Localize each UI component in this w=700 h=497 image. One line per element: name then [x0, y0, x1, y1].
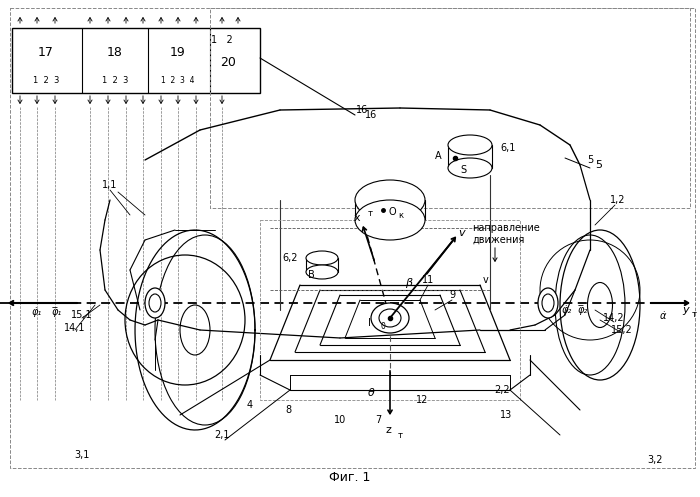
Text: y: y: [682, 305, 689, 315]
Text: v: v: [458, 228, 465, 238]
Text: I: I: [368, 318, 371, 328]
Text: φ̅₂: φ̅₂: [578, 305, 588, 315]
Bar: [210, 8, 690, 208]
Text: 10: 10: [334, 415, 346, 425]
Text: φ̇₂: φ̇₂: [562, 305, 573, 315]
Text: φ̅₁: φ̅₁: [52, 307, 62, 317]
Text: 20: 20: [220, 56, 236, 69]
Text: 3,2: 3,2: [648, 455, 663, 465]
Text: β: β: [405, 278, 412, 288]
Text: 8: 8: [285, 405, 291, 415]
Text: 18: 18: [107, 46, 123, 59]
Text: 1,2: 1,2: [610, 195, 626, 205]
Ellipse shape: [145, 288, 165, 318]
Text: 16: 16: [356, 105, 368, 115]
Text: v: v: [483, 275, 489, 285]
Ellipse shape: [379, 309, 401, 327]
Text: Фиг. 1: Фиг. 1: [329, 471, 371, 484]
Text: 19: 19: [170, 46, 186, 59]
Ellipse shape: [306, 251, 338, 265]
Text: 1  2  3: 1 2 3: [33, 76, 60, 84]
Text: 2,2: 2,2: [494, 385, 510, 395]
Text: 14,1: 14,1: [64, 323, 86, 333]
Text: 1  2  3: 1 2 3: [102, 76, 128, 84]
Text: к: к: [398, 211, 403, 220]
Ellipse shape: [448, 135, 492, 155]
Text: т: т: [398, 430, 403, 439]
Text: 11: 11: [422, 275, 434, 285]
Text: B: B: [308, 270, 315, 280]
Text: 15,1: 15,1: [71, 310, 93, 320]
Text: 7: 7: [375, 415, 381, 425]
Text: S: S: [460, 165, 466, 175]
Text: θ̇: θ̇: [368, 388, 374, 398]
Text: 17: 17: [38, 46, 54, 59]
Text: 4: 4: [247, 400, 253, 410]
Text: т: т: [692, 310, 697, 319]
Text: 9: 9: [449, 290, 455, 300]
Ellipse shape: [371, 303, 409, 333]
Ellipse shape: [149, 294, 161, 312]
Text: движения: движения: [472, 235, 524, 245]
Text: направление: направление: [472, 223, 540, 233]
Bar: [260, 220, 520, 400]
Text: x: x: [354, 213, 360, 223]
Ellipse shape: [355, 180, 425, 220]
Text: 0: 0: [380, 322, 385, 331]
Text: 6,2: 6,2: [283, 253, 298, 263]
Text: 2,1: 2,1: [214, 430, 230, 440]
Text: 16: 16: [365, 110, 377, 120]
Text: т: т: [368, 209, 373, 218]
Ellipse shape: [542, 294, 554, 312]
Ellipse shape: [448, 158, 492, 178]
Text: 13: 13: [500, 410, 512, 420]
Text: 5: 5: [595, 160, 602, 170]
Text: 1  2  3  4: 1 2 3 4: [161, 76, 195, 84]
Text: 14,2: 14,2: [603, 313, 625, 323]
Text: O: O: [388, 207, 395, 217]
Text: A: A: [435, 151, 442, 161]
Ellipse shape: [355, 200, 425, 240]
Text: z: z: [385, 425, 391, 435]
Text: 5: 5: [587, 155, 593, 165]
Text: 6,1: 6,1: [500, 143, 515, 153]
Text: 1,1: 1,1: [102, 180, 118, 190]
Bar: [12, 28, 260, 93]
Ellipse shape: [306, 265, 338, 279]
Text: φ̇₁: φ̇₁: [32, 307, 42, 317]
Ellipse shape: [538, 288, 558, 318]
Text: 3,1: 3,1: [74, 450, 90, 460]
Text: 15,2: 15,2: [611, 325, 633, 335]
Text: 12: 12: [416, 395, 428, 405]
Text: α̇: α̇: [660, 311, 666, 321]
Text: 1   2: 1 2: [211, 35, 233, 45]
